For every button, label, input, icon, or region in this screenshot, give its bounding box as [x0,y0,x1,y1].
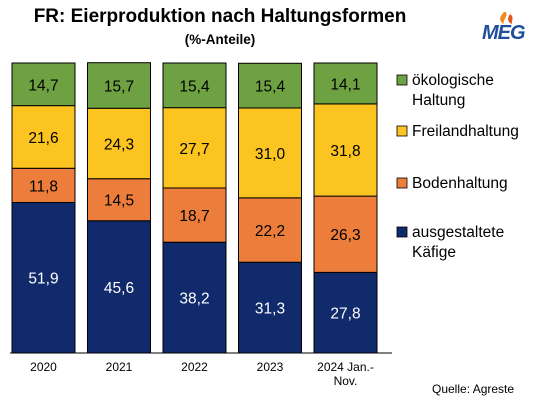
bar-segment [11,62,76,107]
x-tick-label: 2024 Jan.- [317,360,374,374]
data-label: 26,3 [330,227,360,244]
data-label: 15,4 [179,78,210,95]
bar-segment [313,103,378,197]
data-label: 45,6 [104,280,134,297]
bar-segment [87,220,151,354]
data-label: 38,2 [179,291,209,308]
legend-swatch [396,74,408,86]
data-label: 27,8 [330,306,360,323]
legend-swatch [396,125,408,137]
chart-subtitle: (%-Anteile) [184,32,256,47]
source-note: Quelle: Agreste [432,382,515,396]
legend-label: ökologische [412,72,494,89]
bar-segment [162,62,227,109]
data-label: 21,6 [28,130,58,147]
x-tick-label: 2021 [106,360,133,374]
bar-segment [162,187,227,243]
bar-segment [313,195,378,273]
chart-title: FR: Eierproduktion nach Haltungsformen [33,6,407,27]
data-label: 51,9 [28,271,58,288]
bar-segment [11,201,76,354]
bar-segment [11,105,76,169]
x-tick-label: 2022 [181,360,208,374]
data-label: 15,4 [255,79,286,96]
legend-label: Bodenhaltung [412,175,508,192]
flame-icon [500,12,513,24]
data-label: 14,7 [28,77,58,94]
bar-segment [162,107,227,189]
bar-segment [87,62,151,109]
logo-text: MEG [482,22,526,44]
data-label: 14,1 [330,76,360,93]
data-label: 22,2 [255,223,285,240]
legend-label: Käfige [412,244,456,261]
bar-segment [238,62,302,109]
data-label: 14,5 [104,193,134,210]
data-label: 31,8 [330,143,360,160]
legend-label: ausgestaltete [412,224,504,241]
x-tick-label: Nov. [334,374,358,388]
legend-label: Freilandhaltung [412,123,519,140]
bar-segment [11,167,76,203]
data-label: 27,7 [179,141,209,158]
legend-swatch [396,226,408,238]
x-tick-label: 2020 [30,360,57,374]
x-tick-label: 2023 [257,360,284,374]
bar-segment [313,62,378,105]
data-label: 18,7 [179,208,209,225]
legend-label: Haltung [412,92,465,109]
data-label: 31,0 [255,146,286,163]
data-label: 24,3 [104,136,134,153]
meg-logo: MEG [482,10,534,44]
legend-swatch [396,177,408,189]
data-label: 15,7 [104,78,134,95]
data-label: 11,8 [29,178,58,195]
data-label: 31,3 [255,301,285,318]
bar-segment [313,271,378,354]
